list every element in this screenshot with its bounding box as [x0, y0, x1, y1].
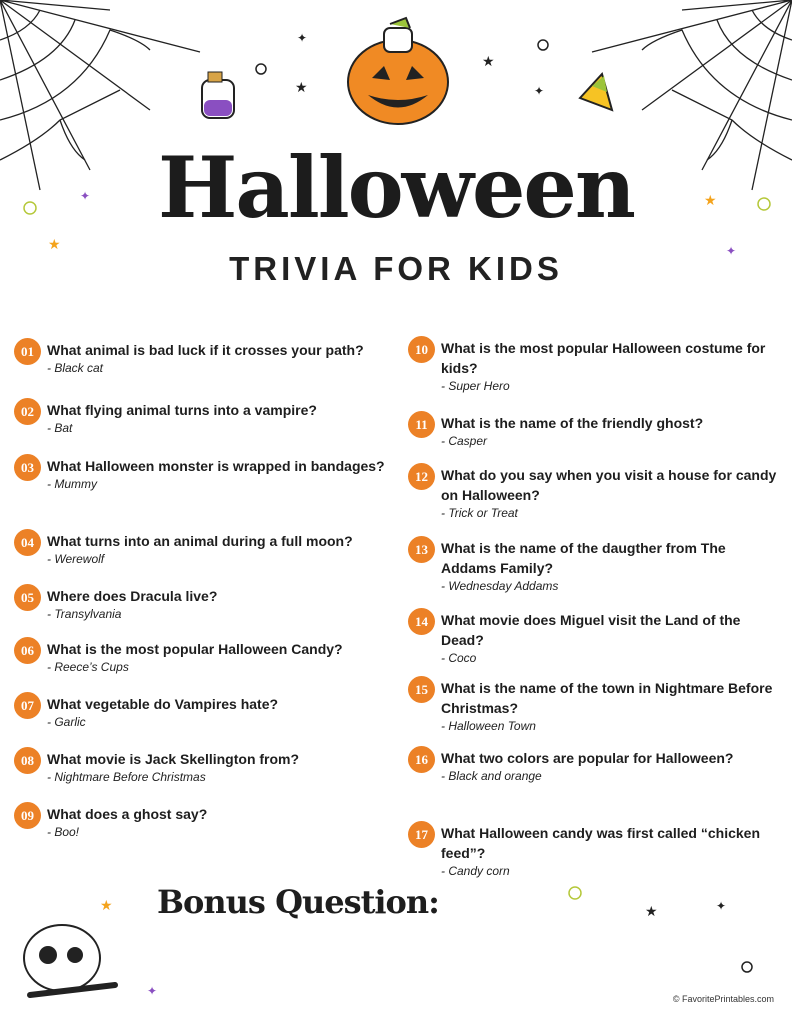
question-text: What two colors are popular for Hallowee… [441, 750, 734, 766]
svg-text:★: ★ [645, 903, 658, 919]
spider-web-left-icon [0, 0, 201, 191]
page-title: Halloween [158, 138, 636, 237]
question-number-badge: 16 [408, 746, 435, 773]
trivia-item: 10 What is the most popular Halloween co… [408, 336, 781, 394]
question-text: What is the name of the town in Nightmar… [441, 680, 773, 716]
answer-text: - Werewolf [47, 552, 105, 566]
svg-text:✦: ✦ [716, 899, 726, 913]
answer-text: - Mummy [47, 477, 97, 491]
star-decor-icon: ★ ★ ★ ★ ★ ★ [48, 53, 717, 919]
question-number-badge: 13 [408, 536, 435, 563]
question-text: What does a ghost say? [47, 806, 208, 822]
question-text: What flying animal turns into a vampire? [47, 402, 317, 418]
question-text: What vegetable do Vampires hate? [47, 696, 279, 712]
trivia-item: 15 What is the name of the town in Night… [408, 676, 781, 734]
question-number-badge: 01 [14, 338, 41, 365]
answer-text: - Trick or Treat [441, 506, 518, 520]
answer-text: - Nightmare Before Christmas [47, 770, 206, 784]
question-number-badge: 11 [408, 411, 435, 438]
svg-text:★: ★ [704, 192, 717, 208]
question-number-badge: 05 [14, 584, 41, 611]
answer-text: - Super Hero [441, 379, 510, 393]
question-number-badge: 06 [14, 637, 41, 664]
trivia-item: 04 What turns into an animal during a fu… [14, 529, 387, 567]
trivia-item: 01 What animal is bad luck if it crosses… [14, 338, 387, 376]
question-text: Where does Dracula live? [47, 588, 218, 604]
trivia-item: 12 What do you say when you visit a hous… [408, 463, 781, 521]
question-number-badge: 08 [14, 747, 41, 774]
circle-decor-icon [255, 39, 753, 973]
svg-text:✦: ✦ [726, 244, 736, 258]
answer-text: - Garlic [47, 715, 86, 729]
question-number-badge: 09 [14, 802, 41, 829]
answer-text: - Wednesday Addams [441, 579, 559, 593]
trivia-item: 14 What movie does Miguel visit the Land… [408, 608, 781, 666]
question-number-badge: 10 [408, 336, 435, 363]
answer-text: - Candy corn [441, 864, 510, 878]
question-text: What turns into an animal during a full … [47, 533, 353, 549]
answer-text: - Bat [47, 421, 73, 435]
trivia-item: 08 What movie is Jack Skellington from? … [14, 747, 387, 785]
answer-text: - Boo! [47, 825, 80, 839]
question-text: What is the name of the daugther from Th… [441, 540, 726, 576]
trivia-item: 06 What is the most popular Halloween Ca… [14, 637, 387, 675]
trivia-item: 13 What is the name of the daugther from… [408, 536, 781, 594]
answer-text: - Black cat [47, 361, 104, 375]
sparkle-icon: ✦ ✦ ✦ ✦ ✦ ✦ [80, 31, 736, 998]
question-number-badge: 14 [408, 608, 435, 635]
trivia-item: 17 What Halloween candy was first called… [408, 821, 781, 879]
trivia-item: 05 Where does Dracula live? - Transylvan… [14, 584, 387, 622]
question-text: What Halloween monster is wrapped in ban… [47, 458, 385, 474]
question-text: What movie is Jack Skellington from? [47, 751, 300, 767]
question-number-badge: 07 [14, 692, 41, 719]
answer-text: - Transylvania [47, 607, 122, 621]
potion-bottle-icon [201, 71, 235, 119]
question-number-badge: 17 [408, 821, 435, 848]
svg-text:★: ★ [482, 53, 495, 69]
trivia-item: 16 What two colors are popular for Hallo… [408, 746, 781, 784]
skull-icon [23, 924, 118, 998]
answer-text: - Black and orange [441, 769, 542, 783]
trivia-item: 02 What flying animal turns into a vampi… [14, 398, 387, 436]
svg-text:✦: ✦ [534, 84, 544, 98]
svg-text:✦: ✦ [297, 31, 307, 45]
copyright: © FavoritePrintables.com [672, 994, 774, 1004]
bonus-question-heading: Bonus Question: [157, 883, 440, 921]
answer-text: - Halloween Town [441, 719, 536, 733]
svg-text:★: ★ [295, 79, 308, 95]
question-number-badge: 12 [408, 463, 435, 490]
green-circle-icon [23, 197, 771, 900]
question-text: What do you say when you visit a house f… [441, 467, 777, 503]
question-text: What animal is bad luck if it crosses yo… [47, 342, 364, 358]
answer-text: - Reece’s Cups [47, 660, 129, 674]
question-number-badge: 02 [14, 398, 41, 425]
question-number-badge: 03 [14, 454, 41, 481]
question-number-badge: 15 [408, 676, 435, 703]
trivia-item: 03 What Halloween monster is wrapped in … [14, 454, 387, 492]
page-subtitle: TRIVIA FOR KIDS [229, 250, 563, 287]
question-text: What is the name of the friendly ghost? [441, 415, 704, 431]
question-text: What is the most popular Halloween Candy… [47, 641, 343, 657]
svg-text:✦: ✦ [147, 984, 157, 998]
answer-text: - Coco [441, 651, 477, 665]
candy-corn-icon [578, 71, 614, 112]
trivia-item: 07 What vegetable do Vampires hate? - Ga… [14, 692, 387, 730]
question-text: What movie does Miguel visit the Land of… [441, 612, 741, 648]
question-text: What is the most popular Halloween costu… [441, 340, 766, 376]
question-text: What Halloween candy was first called “c… [441, 825, 760, 861]
answer-text: - Casper [441, 434, 488, 448]
pumpkin-icon [347, 16, 449, 125]
trivia-item: 11 What is the name of the friendly ghos… [408, 411, 781, 449]
svg-text:✦: ✦ [80, 189, 90, 203]
svg-text:★: ★ [48, 236, 61, 252]
svg-text:★: ★ [100, 897, 113, 913]
question-number-badge: 04 [14, 529, 41, 556]
spider-web-right-icon [591, 0, 792, 191]
trivia-item: 09 What does a ghost say? - Boo! [14, 802, 387, 840]
